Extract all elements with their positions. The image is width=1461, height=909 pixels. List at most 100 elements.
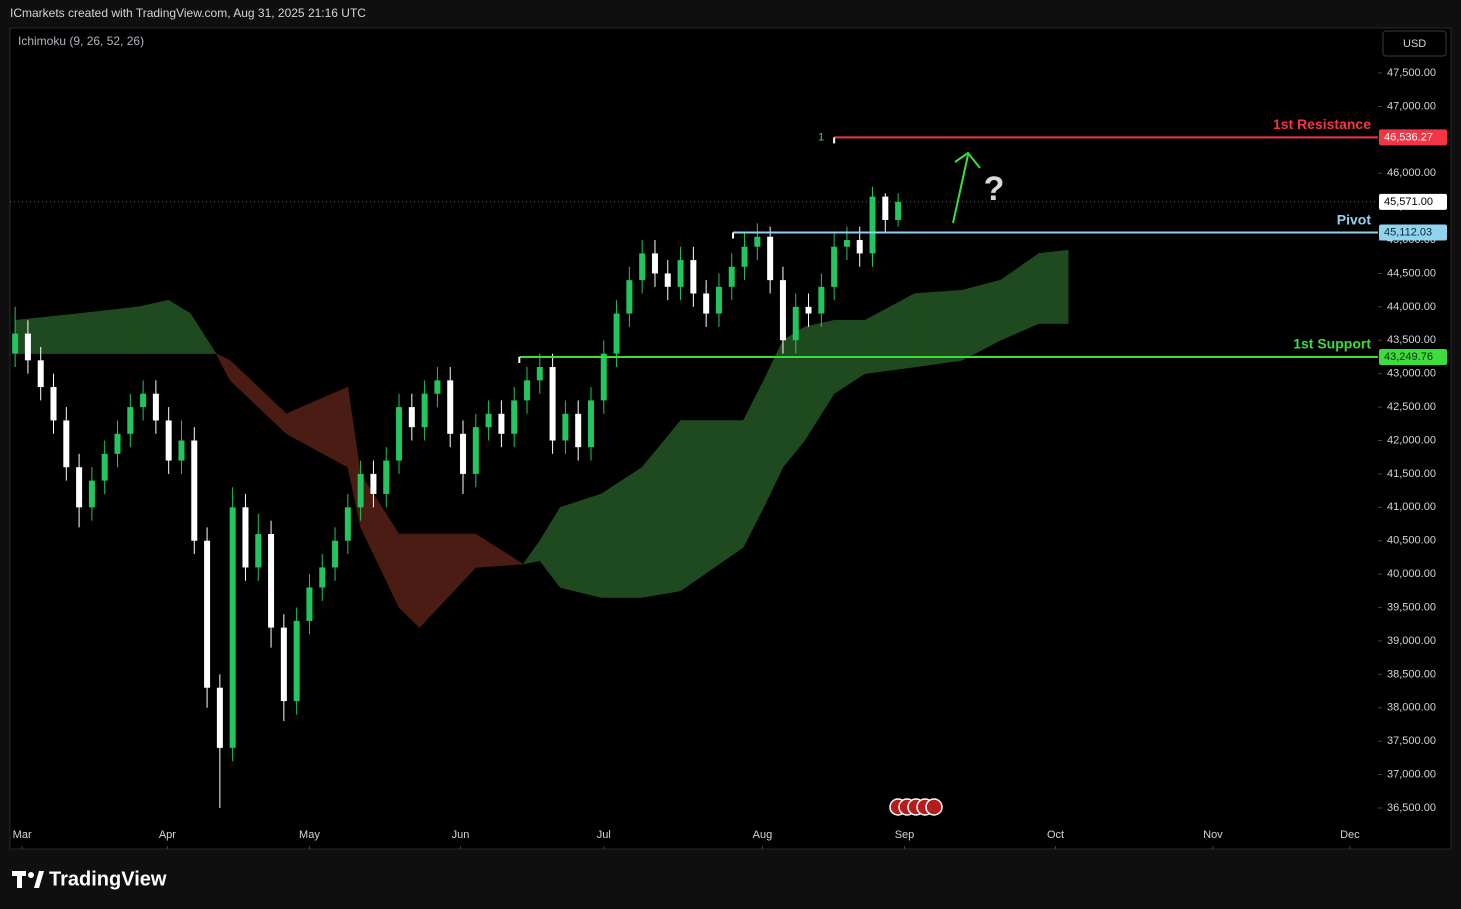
- candle-body: [229, 507, 236, 748]
- candle-body: [895, 201, 902, 220]
- candle-body: [536, 367, 543, 381]
- price-tag-label: 43,249.76: [1384, 351, 1433, 363]
- candle-body: [88, 480, 95, 508]
- candle-body: [24, 333, 31, 361]
- candle-body: [600, 353, 607, 401]
- currency[interactable]: USD: [1403, 38, 1426, 50]
- candle-body: [50, 387, 57, 421]
- candle-body: [485, 413, 492, 428]
- price-tag-label: 45,112.03: [1384, 226, 1432, 238]
- y-tick-label: 41,500.00: [1387, 468, 1436, 480]
- candle-body: [869, 196, 876, 254]
- candle-body: [332, 540, 339, 568]
- x-tick-label: Mar: [13, 829, 32, 841]
- cloud-segment: [1038, 249, 1069, 324]
- candle-body: [460, 433, 467, 474]
- candle-body: [319, 567, 326, 588]
- candle-body: [690, 260, 697, 294]
- candle-body: [421, 393, 428, 428]
- candle-body: [396, 407, 403, 461]
- currency-button[interactable]: [1382, 30, 1447, 57]
- y-tick-label: 44,000.00: [1387, 301, 1436, 313]
- x-tick-label: Oct: [1047, 829, 1064, 841]
- arrow: [952, 151, 981, 224]
- candle-body: [280, 627, 287, 702]
- x-tick-label: Jul: [597, 829, 611, 841]
- indicator-label: Ichimoku (9, 26, 52, 26): [18, 34, 144, 48]
- candle-body: [204, 540, 211, 688]
- candle-body: [511, 400, 518, 434]
- cloud-segment: [14, 313, 80, 354]
- y-tick-label: 41,000.00: [1387, 501, 1436, 513]
- candle-body: [498, 413, 505, 434]
- candle-body: [140, 393, 147, 408]
- candle-body: [767, 236, 774, 281]
- y-tick-label: 44,500.00: [1387, 267, 1436, 279]
- y-tick-label: 47,500.00: [1387, 67, 1436, 79]
- candle-body: [293, 620, 300, 702]
- candle-body: [357, 473, 364, 508]
- candle-body: [779, 280, 786, 341]
- y-tick-label: 40,000.00: [1387, 568, 1436, 580]
- candle-body: [639, 253, 646, 281]
- cloud-segment: [914, 289, 963, 368]
- candle-body: [127, 407, 134, 434]
- candle-body: [549, 367, 556, 441]
- level-name: 1st Support: [1293, 336, 1371, 352]
- x-tick-label: Dec: [1340, 829, 1360, 841]
- candle-body: [831, 246, 838, 287]
- cloud-layer: [14, 249, 1069, 629]
- candle-body: [370, 473, 377, 494]
- candle-body: [408, 407, 415, 428]
- candle-body: [715, 286, 722, 314]
- y-tick-label: 36,500.00: [1387, 802, 1436, 814]
- candle-body: [447, 380, 454, 434]
- candle-body: [383, 460, 390, 494]
- candle-body: [152, 393, 159, 421]
- level-name: Pivot: [1337, 211, 1372, 227]
- candle-body: [63, 420, 70, 468]
- price-tag-label: 46,536.27: [1384, 131, 1433, 143]
- x-tick-label: May: [299, 829, 320, 841]
- candle-body: [754, 236, 761, 247]
- x-tick-label: Jun: [452, 829, 470, 841]
- y-tick-label: 46,000.00: [1387, 167, 1436, 179]
- candle-body: [818, 286, 825, 314]
- main-layer: 36,500.00 37,000.00 37,500.00 38,000.00 38,5…: [10, 67, 1447, 849]
- candle-body: [114, 433, 121, 454]
- candle-body: [587, 400, 594, 448]
- candle-body: [626, 280, 633, 314]
- candle-body: [255, 534, 262, 568]
- candle-body: [664, 273, 671, 287]
- cloud-segment: [137, 299, 169, 354]
- cloud-segment: [190, 312, 217, 354]
- level-name: 1st Resistance: [1273, 116, 1371, 132]
- candle-body: [703, 293, 710, 314]
- y-tick-label: 37,000.00: [1387, 768, 1436, 780]
- candle-body: [216, 687, 223, 748]
- y-tick-label: 37,500.00: [1387, 735, 1436, 747]
- candle-body: [472, 427, 479, 474]
- candle-body: [575, 413, 582, 448]
- candle-body: [562, 413, 569, 441]
- candle-body: [741, 246, 748, 267]
- candle-body: [178, 440, 185, 461]
- candle-body: [191, 440, 198, 541]
- cloud-segment: [560, 493, 602, 598]
- x-tick-label: Nov: [1203, 829, 1223, 841]
- price-tag: [1379, 193, 1447, 210]
- cloud-segment: [475, 533, 524, 568]
- candle-body: [728, 266, 735, 287]
- y-tick-label: 47,000.00: [1387, 100, 1436, 112]
- price-tag-label: 45,571.00: [1384, 196, 1433, 208]
- y-tick-label: 43,500.00: [1387, 334, 1436, 346]
- candle-body: [805, 306, 812, 314]
- event-icon: [925, 798, 943, 816]
- candle-body: [306, 587, 313, 621]
- candle-body: [843, 240, 850, 247]
- price-tag: [1379, 224, 1447, 241]
- candle-body: [76, 467, 83, 508]
- price-tag: [1379, 348, 1447, 365]
- brand-logo: [12, 871, 44, 888]
